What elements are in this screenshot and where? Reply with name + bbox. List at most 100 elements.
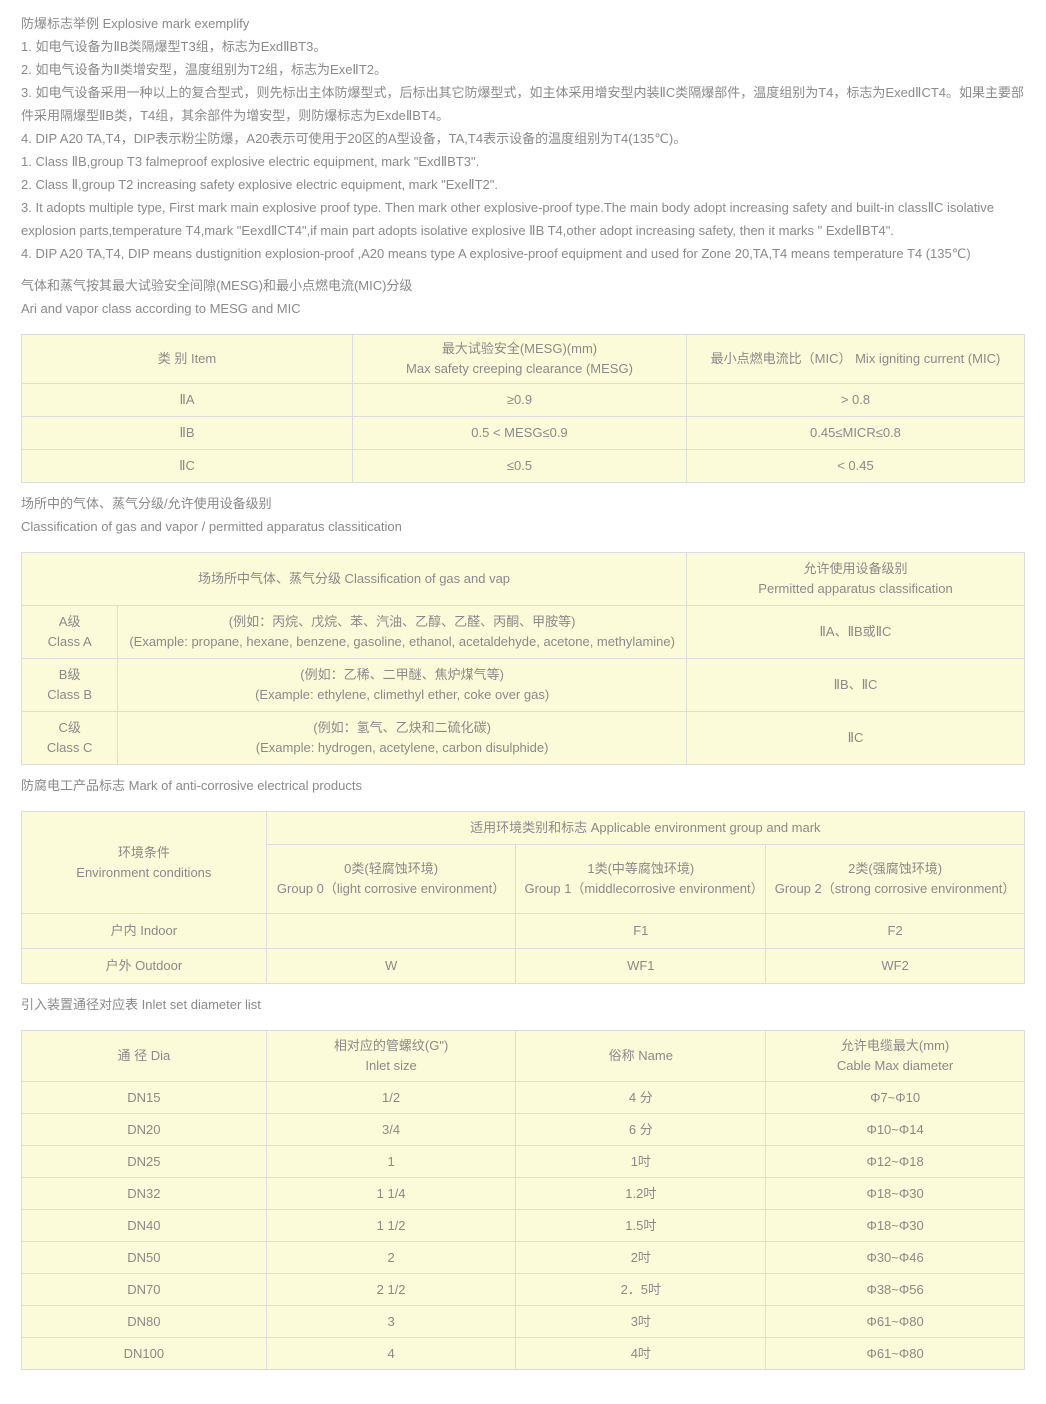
inlet-diameter-table: 通 径 Dia 相对应的管螺纹(G") Inlet size 俗称 Name 允… bbox=[21, 1030, 1025, 1370]
table-subheader-row: 0类(轻腐蚀环境) Group 0（light corrosive enviro… bbox=[22, 844, 1025, 914]
gasclass-header-left: 场场所中气体、蒸气分级 Classification of gas and va… bbox=[21, 552, 687, 606]
cell-mic: < 0.45 bbox=[685, 449, 1026, 483]
cell-size: 2 bbox=[265, 1241, 517, 1274]
cell-cable: Φ30~Φ46 bbox=[765, 1241, 1025, 1274]
cell-group2-mark: F2 bbox=[765, 913, 1025, 949]
section-title-explosive-marks: 防爆标志举例 Explosive mark exemplify bbox=[21, 16, 250, 31]
cell-class-label: B级 Class B bbox=[20, 658, 119, 712]
cell-size: 3 bbox=[265, 1305, 517, 1338]
cell-size: 1 bbox=[265, 1145, 517, 1178]
cell-class: ⅡC bbox=[21, 449, 353, 483]
table-row: DN40 1 1/2 1.5吋 Φ18~Φ30 bbox=[21, 1209, 1025, 1242]
table-row: ⅡA ≥0.9 > 0.8 bbox=[21, 383, 1026, 417]
cell-group1-mark: F1 bbox=[515, 913, 767, 949]
inlet-title: 引入装置通径对应表 Inlet set diameter list bbox=[21, 997, 261, 1012]
cell-group1-mark: WF1 bbox=[515, 948, 767, 984]
table-row: C级 Class C (例如：氢气、乙炔和二硫化碳) (Example: hyd… bbox=[20, 711, 1026, 765]
cell-name: 2吋 bbox=[515, 1241, 767, 1274]
table-header-row: 类 别 Item 最大试验安全(MESG)(mm) Max safety cre… bbox=[21, 334, 1026, 384]
cell-dia: DN50 bbox=[21, 1241, 267, 1274]
cell-environment: 户内 Indoor bbox=[21, 913, 267, 949]
cell-mic: > 0.8 bbox=[685, 383, 1026, 417]
gas-classification-table: 场场所中气体、蒸气分级 Classification of gas and va… bbox=[20, 552, 1026, 765]
table-row: DN15 1/2 4 分 Φ7~Φ10 bbox=[21, 1081, 1025, 1114]
intro-item-zh-1: 1. 如电气设备为ⅡB类隔爆型T3组，标志为ExdⅡBT3。 bbox=[21, 39, 327, 54]
cell-size: 4 bbox=[265, 1337, 517, 1370]
cell-name: 1.5吋 bbox=[515, 1209, 767, 1242]
cell-dia: DN15 bbox=[21, 1081, 267, 1114]
cell-name: 4吋 bbox=[515, 1337, 767, 1370]
cell-name: 6 分 bbox=[515, 1113, 767, 1146]
table-row: A级 Class A (例如：丙烷、戊烷、苯、汽油、乙醇、乙醛、丙酮、甲胺等) … bbox=[20, 605, 1026, 659]
anticorrosive-section: 防腐电工产品标志 Mark of anti-corrosive electric… bbox=[21, 774, 1026, 984]
cell-cable: Φ10~Φ14 bbox=[765, 1113, 1025, 1146]
cell-name: 4 分 bbox=[515, 1081, 767, 1114]
table-row: ⅡC ≤0.5 < 0.45 bbox=[21, 449, 1026, 483]
explosive-mark-section: 防爆标志举例 Explosive mark exemplify 1. 如电气设备… bbox=[21, 12, 1026, 265]
table-row: DN80 3 3吋 Φ61~Φ80 bbox=[21, 1305, 1025, 1338]
cell-group2-mark: WF2 bbox=[765, 948, 1025, 984]
table-row: DN100 4 4吋 Φ61~Φ80 bbox=[21, 1337, 1025, 1370]
cell-class-label: C级 Class C bbox=[20, 711, 119, 765]
cell-mic: 0.45≤MICR≤0.8 bbox=[685, 416, 1026, 450]
table-row: DN50 2 2吋 Φ30~Φ46 bbox=[21, 1241, 1025, 1274]
cell-class: ⅡA bbox=[21, 383, 353, 417]
cell-cable: Φ61~Φ80 bbox=[765, 1305, 1025, 1338]
cell-mesg: ≥0.9 bbox=[351, 383, 687, 417]
inlet-header-cable: 允许电缆最大(mm) Cable Max diameter bbox=[765, 1030, 1025, 1082]
group-0-header: 0类(轻腐蚀环境) Group 0（light corrosive enviro… bbox=[265, 844, 517, 914]
mesg-title-en: Ari and vapor class according to MESG an… bbox=[21, 301, 301, 316]
inlet-header-name: 俗称 Name bbox=[515, 1030, 767, 1082]
anticorrosive-table: 环境条件 Environment conditions 适用环境类别和标志 Ap… bbox=[21, 811, 1026, 984]
cell-dia: DN40 bbox=[21, 1209, 267, 1242]
cell-examples: (例如：乙稀、二甲醚、焦炉煤气等) (Example: ethylene, cl… bbox=[117, 658, 687, 712]
cell-dia: DN100 bbox=[21, 1337, 267, 1370]
cell-dia: DN32 bbox=[21, 1177, 267, 1210]
intro-item-en-1: 1. Class ⅡB,group T3 falmeproof explosiv… bbox=[21, 154, 480, 169]
cell-mesg: 0.5 < MESG≤0.9 bbox=[351, 416, 687, 450]
table-header-row: 通 径 Dia 相对应的管螺纹(G") Inlet size 俗称 Name 允… bbox=[21, 1030, 1025, 1082]
cell-dia: DN25 bbox=[21, 1145, 267, 1178]
gasclass-header-permitted: 允许使用设备级别 Permitted apparatus classificat… bbox=[685, 552, 1026, 606]
cell-cable: Φ7~Φ10 bbox=[765, 1081, 1025, 1114]
gas-classification-section: 场所中的气体、蒸气分级/允许使用设备级别 Classification of g… bbox=[20, 492, 1026, 765]
cell-dia: DN70 bbox=[21, 1273, 267, 1306]
cell-group0-mark bbox=[265, 913, 517, 949]
cell-cable: Φ61~Φ80 bbox=[765, 1337, 1025, 1370]
intro-item-zh-4: 4. DIP A20 TA,T4，DIP表示粉尘防爆，A20表示可使用于20区的… bbox=[21, 131, 687, 146]
table-row: DN20 3/4 6 分 Φ10~Φ14 bbox=[21, 1113, 1025, 1146]
cell-mesg: ≤0.5 bbox=[351, 449, 687, 483]
table-row: DN25 1 1吋 Φ12~Φ18 bbox=[21, 1145, 1025, 1178]
intro-item-zh-3: 3. 如电气设备采用一种以上的复合型式，则先标出主体防爆型式，后标出其它防爆型式… bbox=[21, 85, 1025, 123]
cell-permitted: ⅡA、ⅡB或ⅡC bbox=[685, 605, 1026, 659]
gasclass-title-zh: 场所中的气体、蒸气分级/允许使用设备级别 bbox=[21, 496, 272, 511]
mesg-header-mic: 最小点燃电流比（MIC） Mix igniting current (MIC) bbox=[685, 334, 1026, 384]
cell-name: 2．5吋 bbox=[515, 1273, 767, 1306]
cell-name: 3吋 bbox=[515, 1305, 767, 1338]
cell-cable: Φ18~Φ30 bbox=[765, 1177, 1025, 1210]
intro-item-en-2: 2. Class Ⅱ,group T2 increasing safety ex… bbox=[21, 177, 498, 192]
cell-cable: Φ18~Φ30 bbox=[765, 1209, 1025, 1242]
group-1-header: 1类(中等腐蚀环境) Group 1（middlecorrosive envir… bbox=[515, 844, 767, 914]
anticorrosive-title: 防腐电工产品标志 Mark of anti-corrosive electric… bbox=[21, 778, 362, 793]
anticorrosive-header-conditions: 环境条件 Environment conditions bbox=[21, 811, 267, 914]
cell-dia: DN80 bbox=[21, 1305, 267, 1338]
intro-item-zh-2: 2. 如电气设备为Ⅱ类增安型，温度组别为T2组，标志为ExeⅡT2。 bbox=[21, 62, 387, 77]
table-row: ⅡB 0.5 < MESG≤0.9 0.45≤MICR≤0.8 bbox=[21, 416, 1026, 450]
cell-name: 1吋 bbox=[515, 1145, 767, 1178]
cell-name: 1.2吋 bbox=[515, 1177, 767, 1210]
mesg-title-zh: 气体和蒸气按其最大试验安全间隙(MESG)和最小点燃电流(MIC)分级 bbox=[21, 278, 413, 293]
group-2-header: 2类(强腐蚀环境) Group 2（strong corrosive envir… bbox=[765, 844, 1025, 914]
cell-class: ⅡB bbox=[21, 416, 353, 450]
table-header-row: 环境条件 Environment conditions 适用环境类别和标志 Ap… bbox=[21, 811, 1026, 914]
mesg-mic-section: 气体和蒸气按其最大试验安全间隙(MESG)和最小点燃电流(MIC)分级 Ari … bbox=[21, 274, 1026, 483]
table-row: DN70 2 1/2 2．5吋 Φ38~Φ56 bbox=[21, 1273, 1025, 1306]
cell-examples: (例如：丙烷、戊烷、苯、汽油、乙醇、乙醛、丙酮、甲胺等) (Example: p… bbox=[117, 605, 687, 659]
cell-size: 3/4 bbox=[265, 1113, 517, 1146]
cell-environment: 户外 Outdoor bbox=[21, 948, 267, 984]
table-row: 户内 Indoor F1 F2 bbox=[21, 913, 1025, 949]
cell-permitted: ⅡC bbox=[685, 711, 1026, 765]
table-row: DN32 1 1/4 1.2吋 Φ18~Φ30 bbox=[21, 1177, 1025, 1210]
inlet-header-size: 相对应的管螺纹(G") Inlet size bbox=[265, 1030, 517, 1082]
mesg-header-clearance: 最大试验安全(MESG)(mm) Max safety creeping cle… bbox=[351, 334, 687, 384]
